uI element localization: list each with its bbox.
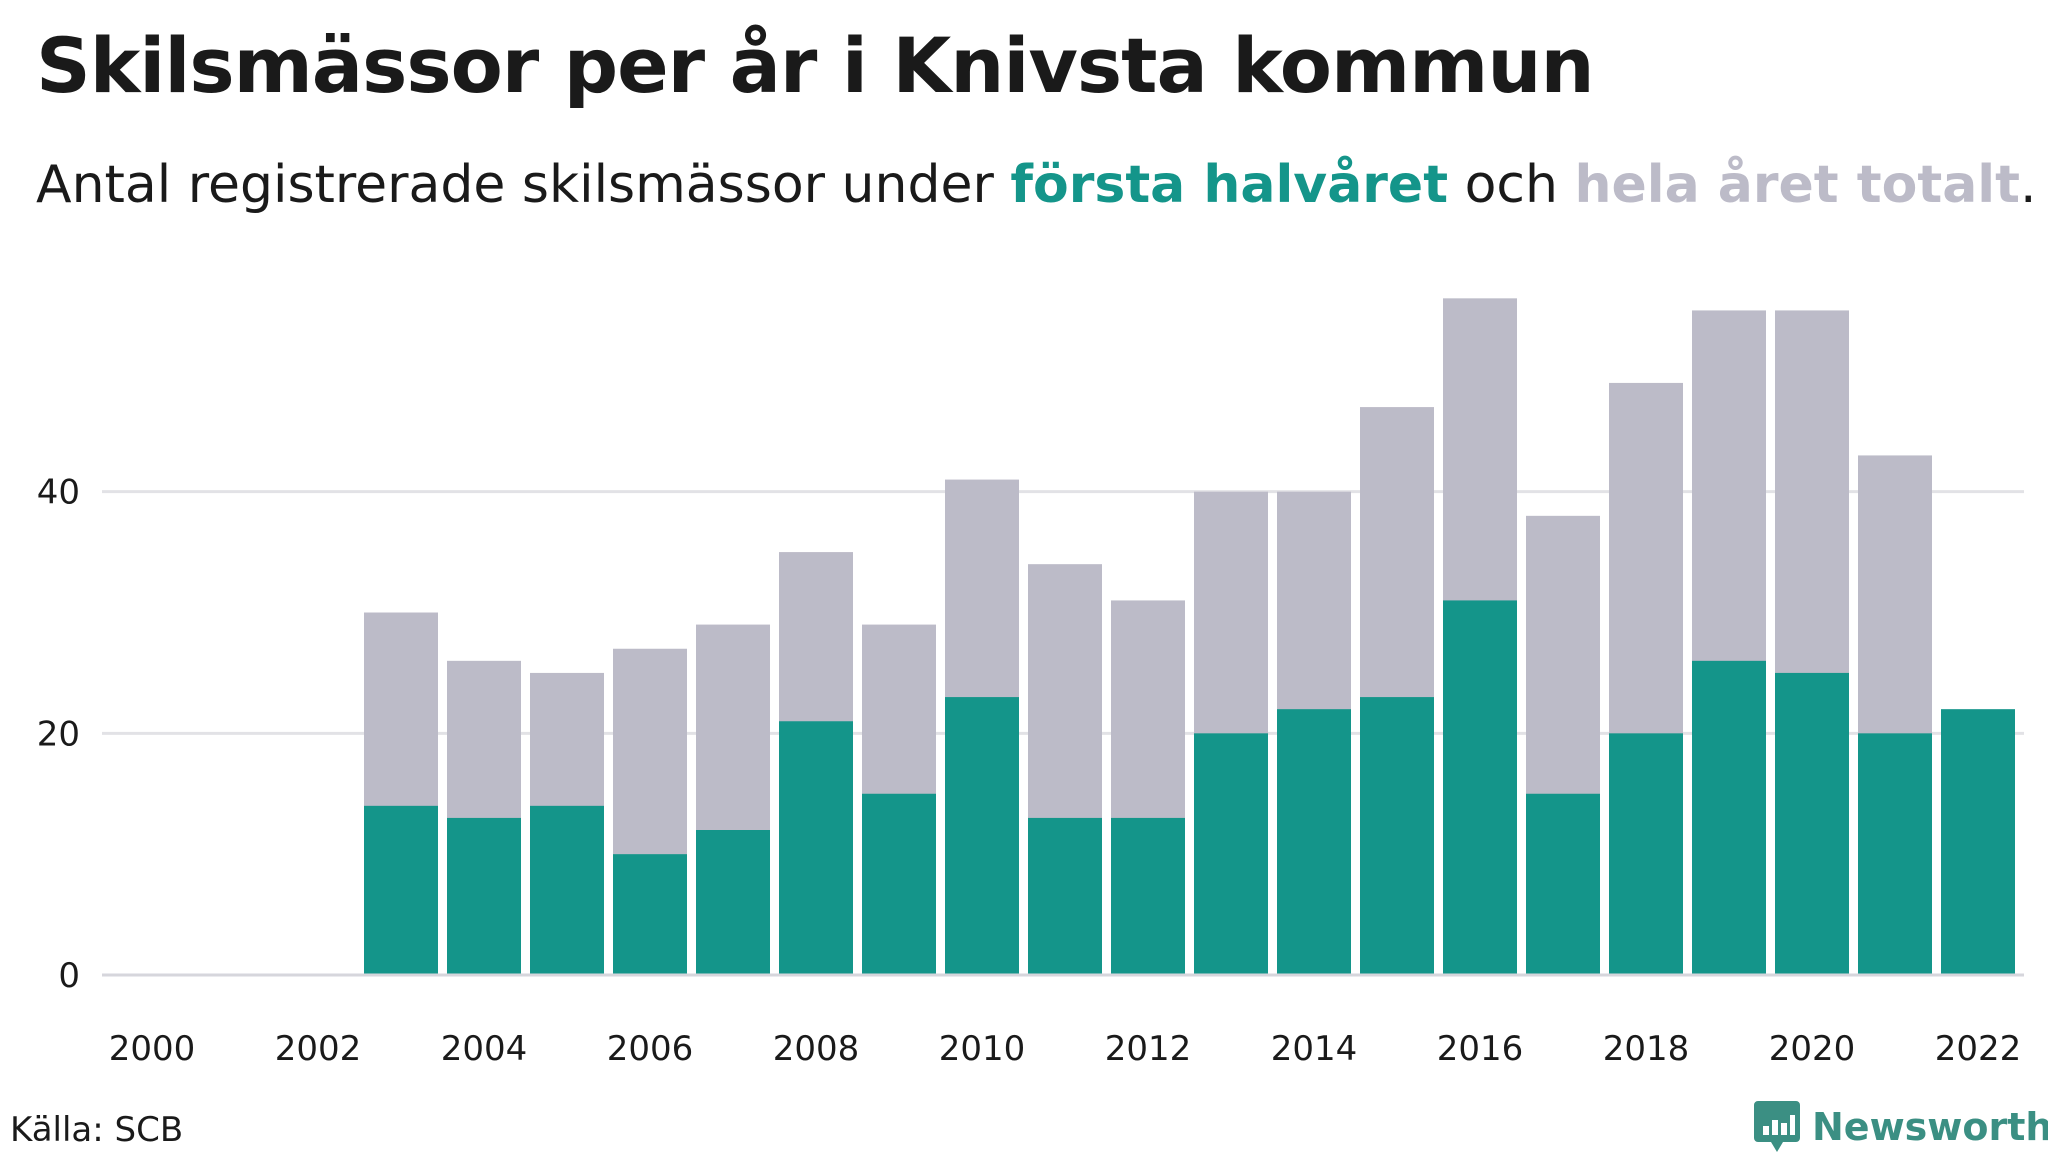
bar-first-half-2018 [1609, 733, 1683, 975]
bar-first-half-2022 [1941, 709, 2015, 975]
y-tick-label: 20 [37, 714, 80, 754]
bar-first-half-2015 [1360, 697, 1434, 975]
y-tick-label: 0 [58, 956, 80, 996]
bar-first-half-2011 [1028, 817, 1102, 975]
bar-first-half-2005 [530, 805, 604, 975]
bar-first-half-2004 [447, 817, 521, 975]
bar-first-half-2013 [1194, 733, 1268, 975]
x-tick-label: 2012 [1105, 1029, 1192, 1069]
brand-logo: Newsworthy [1752, 1098, 2048, 1156]
bar-first-half-2021 [1858, 733, 1932, 975]
subtitle-prefix: Antal registrerade skilsmässor under [36, 155, 1011, 215]
source-note: Källa: SCB [10, 1110, 184, 1150]
x-tick-label: 2016 [1437, 1029, 1524, 1069]
x-tick-label: 2014 [1271, 1029, 1358, 1069]
x-tick-label: 2004 [441, 1029, 528, 1069]
x-tick-label: 2010 [939, 1029, 1026, 1069]
bar-first-half-2014 [1277, 709, 1351, 975]
subtitle-middle: och [1448, 155, 1575, 215]
bar-first-half-2019 [1692, 660, 1766, 975]
x-tick-label: 2006 [607, 1029, 694, 1069]
bar-first-half-2006 [613, 854, 687, 975]
bar-first-half-2009 [862, 793, 936, 975]
x-tick-label: 2002 [275, 1029, 362, 1069]
newsworthy-logo-icon [1754, 1101, 1800, 1152]
chart-title: Skilsmässor per år i Knivsta kommun [36, 21, 1595, 110]
bar-first-half-2010 [945, 697, 1019, 975]
x-tick-label: 2008 [773, 1029, 860, 1069]
bar-first-half-2007 [696, 830, 770, 975]
axes: 0 20 40 2000 2002 2004 2006 2008 2010 2012 2014 201… [37, 473, 2024, 1069]
chart-subtitle: Antal registrerade skilsmässor under för… [36, 154, 2037, 216]
x-tick-label: 2020 [1769, 1029, 1856, 1069]
bar-chart: 0 20 40 2000 2002 2004 2006 2008 2010 2012 2014 201… [37, 298, 2024, 1069]
y-tick-label: 40 [37, 473, 80, 513]
x-tick-label: 2000 [109, 1029, 196, 1069]
bars [364, 298, 2015, 976]
bar-first-half-2016 [1443, 600, 1517, 975]
bar-first-half-2020 [1775, 672, 1849, 975]
bar-first-half-2003 [364, 805, 438, 975]
brand-name: Newsworthy [1812, 1105, 2048, 1149]
bar-first-half-2017 [1526, 793, 1600, 975]
legend-first-half: första halvåret [1010, 155, 1449, 215]
bar-first-half-2008 [779, 721, 853, 975]
bar-first-half-2012 [1111, 817, 1185, 975]
subtitle-suffix: . [2019, 155, 2037, 215]
legend-full-year: hela året totalt [1574, 155, 2020, 215]
x-tick-label: 2022 [1935, 1029, 2022, 1069]
x-tick-label: 2018 [1603, 1029, 1690, 1069]
